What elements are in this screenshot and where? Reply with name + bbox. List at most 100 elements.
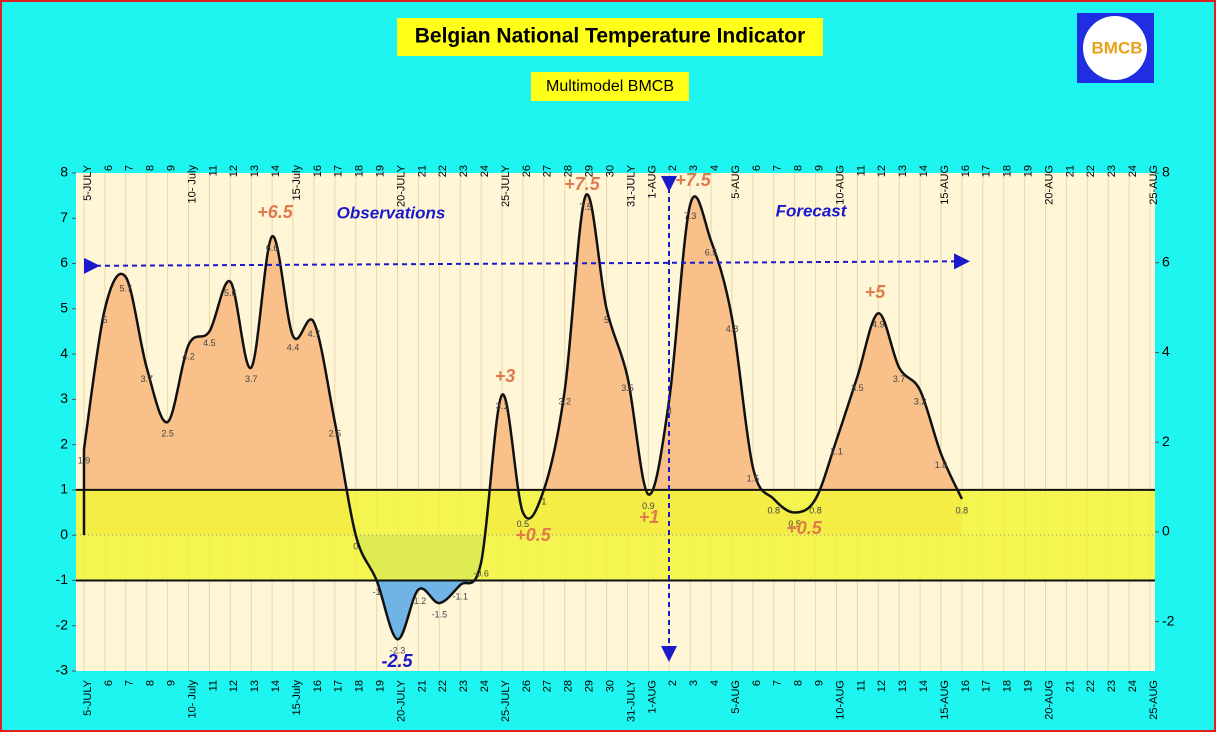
value-label: 0.8 bbox=[956, 505, 969, 515]
value-label: 3.5 bbox=[851, 383, 864, 393]
y2-tick-label: 4 bbox=[1162, 343, 1170, 359]
y-tick-label: -1 bbox=[56, 571, 69, 587]
annotation: +5 bbox=[865, 282, 887, 302]
x-tick-label-top: 31-JULY bbox=[625, 164, 637, 207]
annotation: Forecast bbox=[776, 201, 848, 220]
x-tick-label: 2 bbox=[667, 680, 679, 686]
band bbox=[76, 489, 1155, 581]
x-tick-label-top: 15-AUG bbox=[939, 165, 951, 205]
value-label: 3.2 bbox=[914, 397, 927, 407]
x-tick-label: 15-July bbox=[291, 680, 303, 716]
x-tick-label-top: 25-JULY bbox=[500, 164, 512, 207]
annotation: +7.5 bbox=[675, 170, 712, 190]
value-label: 1 bbox=[541, 496, 546, 506]
x-tick-label-top: 10-AUG bbox=[834, 165, 846, 205]
x-tick-label-top: 19 bbox=[375, 165, 387, 177]
x-tick-label: 7 bbox=[772, 680, 784, 686]
y-tick-label: 0 bbox=[60, 526, 68, 542]
x-tick-label-top: 5-AUG bbox=[730, 165, 742, 199]
y-tick-label: 4 bbox=[60, 345, 68, 361]
x-tick-label-top: 16 bbox=[312, 165, 324, 177]
x-tick-label: 7 bbox=[124, 680, 136, 686]
annotation: -2.5 bbox=[381, 651, 413, 671]
x-tick-label: 25-AUG bbox=[1148, 680, 1160, 720]
value-label: 3.1 bbox=[496, 401, 509, 411]
value-label: 5.6 bbox=[224, 288, 237, 298]
value-label: 3.7 bbox=[245, 374, 258, 384]
x-tick-label-top: 7 bbox=[124, 165, 136, 171]
x-tick-label-top: 9 bbox=[166, 165, 178, 171]
y2-tick-label: 8 bbox=[1162, 164, 1170, 180]
value-label: 3.2 bbox=[558, 397, 571, 407]
y-tick-label: 3 bbox=[60, 390, 68, 406]
x-tick-label: 10- July bbox=[186, 680, 198, 719]
value-label: 5 bbox=[102, 315, 107, 325]
x-tick-label: 20-AUG bbox=[1043, 680, 1055, 720]
x-tick-label-top: 23 bbox=[1106, 165, 1118, 177]
y-tick-label: -3 bbox=[56, 662, 69, 678]
x-tick-label: 21 bbox=[416, 680, 428, 692]
value-label: -1.1 bbox=[452, 591, 468, 601]
x-tick-label: 13 bbox=[897, 680, 909, 692]
x-tick-label-top: 1-AUG bbox=[646, 165, 658, 199]
line bbox=[82, 193, 964, 641]
x-tick-label-top: 24 bbox=[479, 165, 491, 177]
value-label: 2.5 bbox=[329, 428, 342, 438]
value-label: -1.5 bbox=[432, 609, 448, 619]
x-tick-label-top: 28 bbox=[563, 165, 575, 177]
x-tick-label: 16 bbox=[312, 680, 324, 692]
x-tick-label-top: 15-July bbox=[291, 165, 303, 201]
x-tick-label-top: 10- July bbox=[186, 165, 198, 204]
x-tick-label-top: 3 bbox=[688, 165, 700, 171]
x-tick-label-top: 11 bbox=[855, 165, 867, 176]
value-label: 1.9 bbox=[78, 456, 91, 466]
x-tick-label-top: 12 bbox=[228, 165, 240, 177]
value-label: 4.9 bbox=[872, 320, 885, 330]
value-label: 4.4 bbox=[287, 342, 300, 352]
x-tick-label: 14 bbox=[270, 680, 282, 692]
x-tick-label-top: 6 bbox=[751, 165, 763, 171]
x-tick-label-top: 2 bbox=[667, 165, 679, 171]
x-tick-label-top: 22 bbox=[437, 165, 449, 177]
x-tick-label: 12 bbox=[876, 680, 888, 692]
x-tick-label: 20-JULY bbox=[395, 679, 407, 722]
x-tick-label-top: 21 bbox=[1064, 165, 1076, 177]
x-tick-label-top: 24 bbox=[1127, 165, 1139, 177]
annotation: +6.5 bbox=[257, 202, 294, 222]
chart-title: Belgian National Temperature Indicator bbox=[415, 25, 806, 48]
x-tick-label: 17 bbox=[981, 680, 993, 692]
value-label: -1 bbox=[373, 587, 381, 597]
value-label: -1.2 bbox=[411, 596, 427, 606]
title-box bbox=[397, 18, 823, 56]
y2-tick-label: 6 bbox=[1162, 253, 1170, 269]
x-tick-label: 4 bbox=[709, 680, 721, 686]
x-tick-label: 24 bbox=[479, 680, 491, 692]
x-tick-label: 14 bbox=[918, 680, 930, 692]
value-label: 7.3 bbox=[684, 211, 697, 221]
x-tick-label: 19 bbox=[375, 680, 387, 692]
y-tick-label: 1 bbox=[60, 481, 68, 497]
annotation: +7.5 bbox=[564, 174, 601, 194]
x-tick-label: 31-JULY bbox=[625, 679, 637, 722]
x-tick-label: 18 bbox=[354, 680, 366, 692]
y2-tick-label: -2 bbox=[1162, 612, 1175, 628]
x-tick-label-top: 23 bbox=[458, 165, 470, 177]
value-label: 7.5 bbox=[579, 202, 592, 212]
x-tick-label-top: 27 bbox=[542, 165, 554, 177]
x-tick-label-top: 21 bbox=[416, 165, 428, 177]
value-label: 6.5 bbox=[705, 247, 718, 257]
y-tick-label: 2 bbox=[60, 435, 68, 451]
x-tick-label: 11 bbox=[855, 680, 867, 691]
x-tick-label-top: 13 bbox=[249, 165, 261, 177]
x-tick-label: 8 bbox=[145, 680, 157, 686]
x-tick-label: 8 bbox=[793, 680, 805, 686]
x-tick-label: 22 bbox=[1085, 680, 1097, 692]
x-tick-label: 25-JULY bbox=[500, 679, 512, 722]
x-tick-label-top: 30 bbox=[604, 165, 616, 177]
x-tick-label-top: 8 bbox=[145, 165, 157, 171]
y2-tick-label: 0 bbox=[1162, 523, 1170, 539]
x-tick-label-top: 16 bbox=[960, 165, 972, 177]
value-label: 6.6 bbox=[266, 243, 279, 253]
x-tick-label: 9 bbox=[166, 680, 178, 686]
x-tick-label-top: 29 bbox=[584, 165, 596, 177]
